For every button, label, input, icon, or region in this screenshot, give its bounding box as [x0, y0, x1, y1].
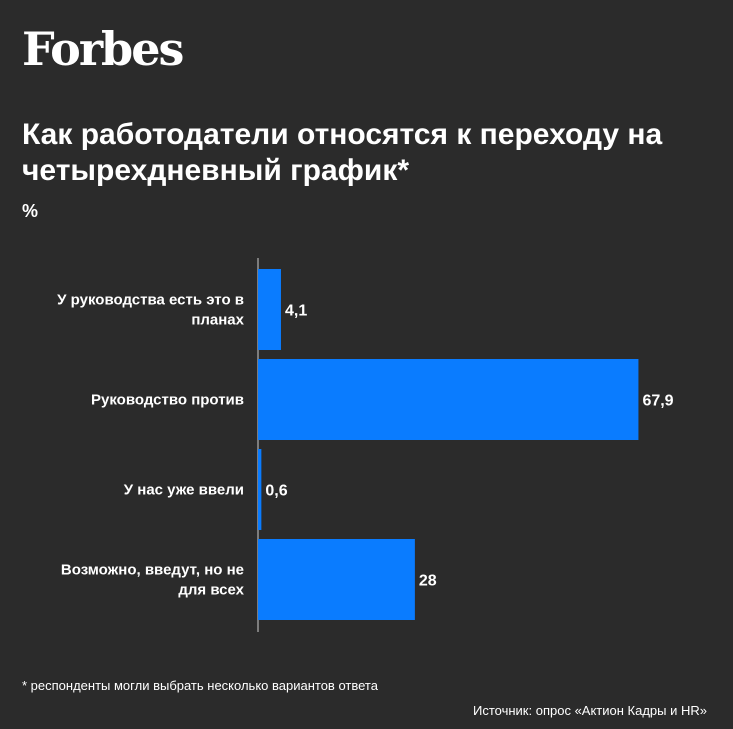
category-label-3: Возможно, введут, но не для всех — [61, 562, 245, 599]
value-label-1: 67,9 — [642, 393, 673, 410]
bar-3 — [258, 539, 415, 620]
bar-1 — [258, 359, 639, 440]
footnote: * респонденты могли выбрать несколько ва… — [22, 678, 378, 693]
category-label-1: Руководство против — [91, 392, 244, 409]
bar-2 — [258, 449, 262, 530]
value-label-0: 4,1 — [285, 303, 307, 320]
forbes-logo: Forbes — [22, 22, 184, 76]
category-label-2: У нас уже ввели — [124, 482, 244, 499]
chart-unit: % — [22, 201, 39, 221]
source-note: Источник: опрос «Актион Кадры и HR» — [473, 703, 707, 718]
category-label-0: У руководства есть это в планах — [57, 292, 244, 329]
value-label-2: 0,6 — [265, 483, 287, 500]
chart-title: Как работодатели относятся к переходу на… — [22, 118, 663, 187]
value-label-3: 28 — [419, 573, 437, 590]
bar-0 — [258, 269, 281, 350]
